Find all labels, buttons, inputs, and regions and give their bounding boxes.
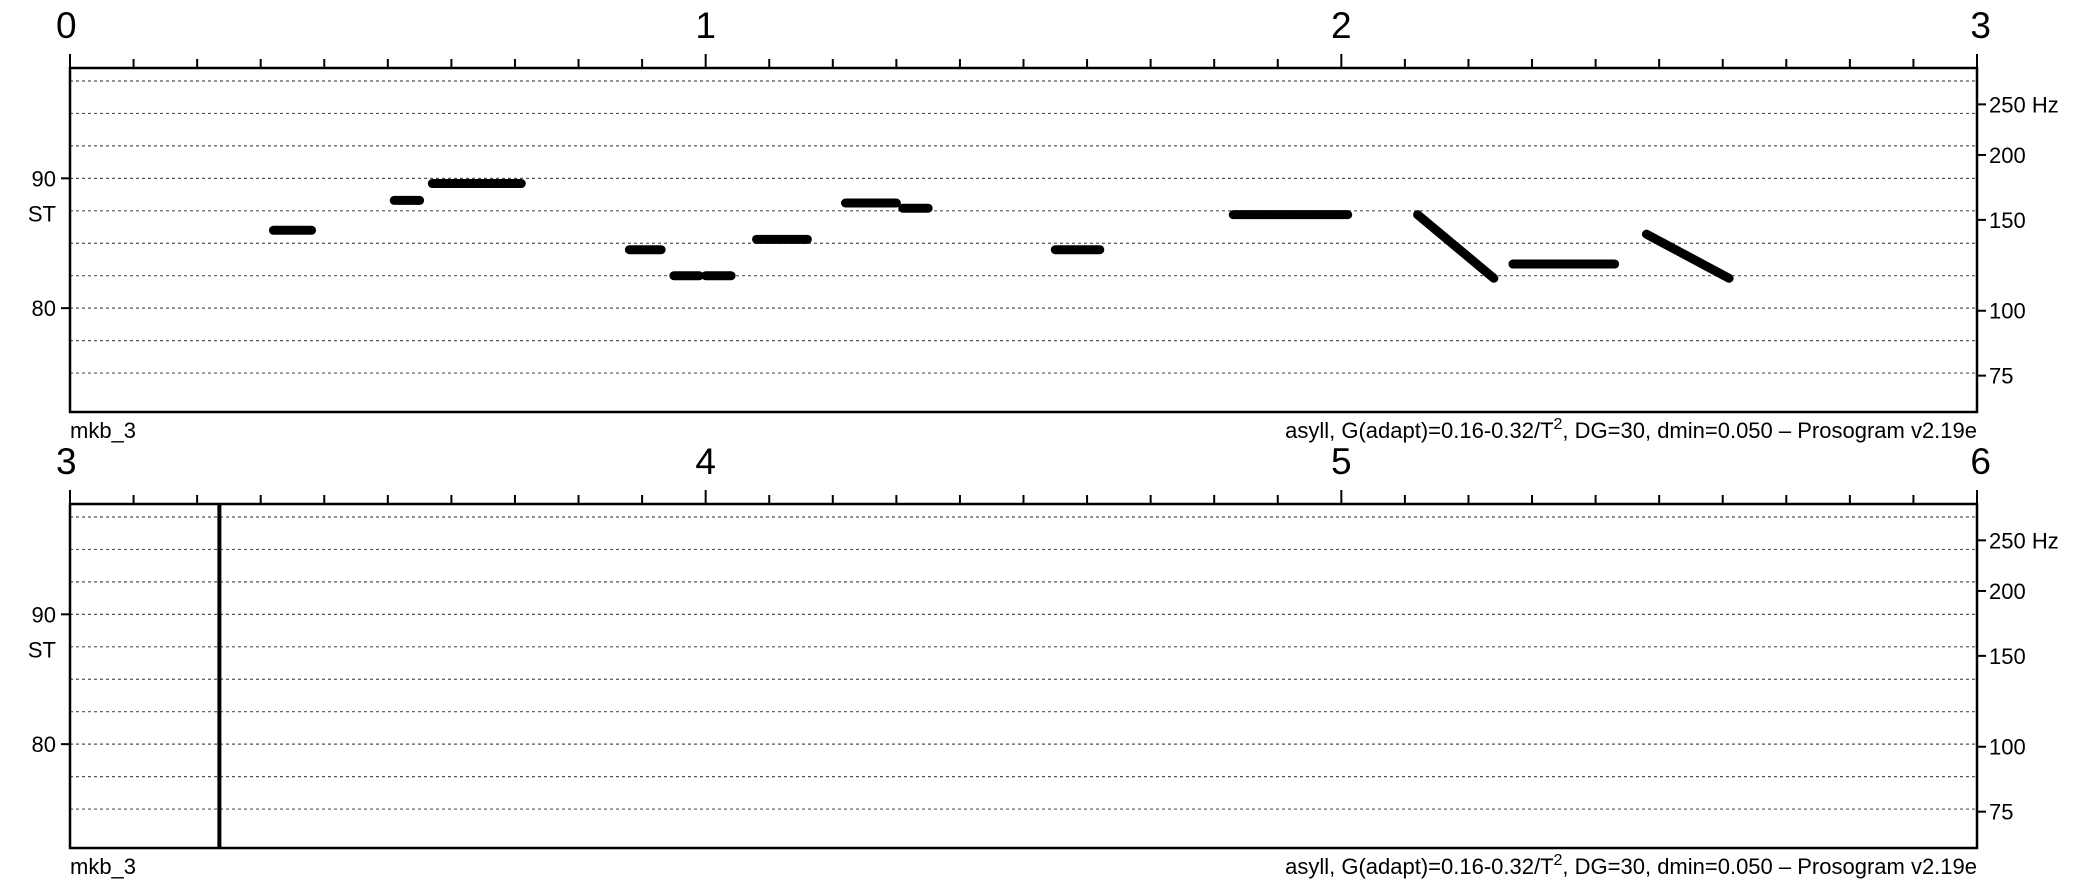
x-tick-label: 0 <box>56 5 77 46</box>
hz-tick-label: 75 <box>1989 364 2013 389</box>
y-tick-label: 90 <box>32 166 56 191</box>
y-tick-label: 80 <box>32 732 56 757</box>
hz-tick-label: 150 <box>1989 208 2026 233</box>
file-label: mkb_3 <box>70 418 136 443</box>
pitch-segment <box>1413 210 1499 283</box>
pitch-segment <box>1641 229 1734 283</box>
x-tick-label: 5 <box>1331 441 1352 482</box>
y-tick-label: 90 <box>32 602 56 627</box>
file-label: mkb_3 <box>70 854 136 879</box>
hz-tick-label: 100 <box>1989 735 2026 760</box>
hz-tick-label: 100 <box>1989 299 2026 324</box>
x-tick-label: 3 <box>1970 5 1991 46</box>
hz-tick-label: 150 <box>1989 644 2026 669</box>
x-tick-label: 2 <box>1331 5 1352 46</box>
hz-tick-label: 200 <box>1989 143 2026 168</box>
x-tick-label: 4 <box>695 441 716 482</box>
hz-tick-label: 250 Hz <box>1989 528 2059 553</box>
prosogram-panel-2: 3 4 5 6 90 80 ST 250 Hz 200 150 100 75 mkb_3 asyll, G… <box>28 441 2059 879</box>
hz-tick-label: 250 Hz <box>1989 92 2059 117</box>
x-tick-label: 6 <box>1970 441 1991 482</box>
caption: asyll, G(adapt)=0.16-0.32/T2, DG=30, dmi… <box>1285 416 1977 443</box>
prosogram-panel-1: 0 1 2 3 90 80 ST 250 Hz 200 150 100 75 mkb_3 asyll, G… <box>28 5 2059 443</box>
y-unit-label: ST <box>28 637 56 662</box>
y-unit-label: ST <box>28 201 56 226</box>
plot-frame <box>68 66 1979 414</box>
hz-tick-label: 75 <box>1989 800 2013 825</box>
plot-frame <box>68 502 1979 850</box>
x-tick-label: 1 <box>695 5 716 46</box>
hz-tick-label: 200 <box>1989 579 2026 604</box>
caption: asyll, G(adapt)=0.16-0.32/T2, DG=30, dmi… <box>1285 852 1977 879</box>
y-tick-label: 80 <box>32 296 56 321</box>
x-tick-label: 3 <box>56 441 77 482</box>
